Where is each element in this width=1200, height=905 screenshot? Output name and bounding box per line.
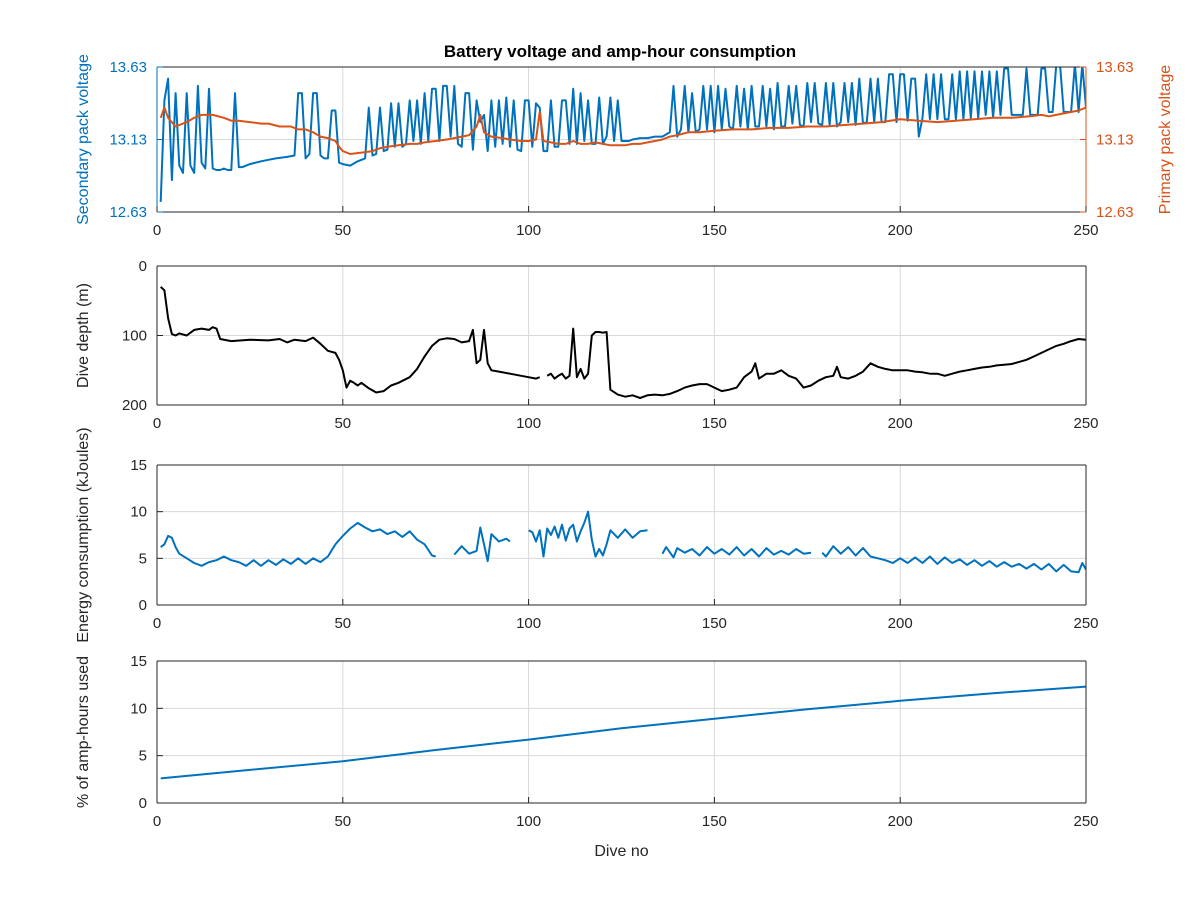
series-line-1-segment-1 bbox=[160, 521, 436, 567]
y-tick-label: 0 bbox=[139, 258, 147, 275]
series-line-1-segment-5 bbox=[821, 545, 1086, 574]
y-tick-label: 0 bbox=[139, 597, 147, 614]
y-tick-label: 13.63 bbox=[109, 59, 147, 76]
x-tick-label: 100 bbox=[516, 415, 541, 432]
series-line-1-segment-1 bbox=[160, 286, 541, 394]
x-tick-label: 0 bbox=[153, 615, 161, 632]
y-tick-label: 10 bbox=[130, 700, 147, 717]
x-axis-label: Dive no bbox=[594, 843, 648, 860]
y-tick-label: 5 bbox=[139, 550, 147, 567]
x-tick-label: 250 bbox=[1073, 813, 1098, 830]
series-line-2-segment-1 bbox=[159, 106, 1086, 155]
x-tick-label: 0 bbox=[153, 415, 161, 432]
x-tick-label: 50 bbox=[334, 813, 351, 830]
y-tick-label: 100 bbox=[122, 328, 147, 345]
figure-title: Battery voltage and amp-hour consumption bbox=[444, 42, 796, 61]
y-axis-label: % of amp-hours used bbox=[75, 656, 92, 808]
x-tick-label: 150 bbox=[702, 222, 727, 239]
x-tick-label: 100 bbox=[516, 222, 541, 239]
chart-panel-2: 0 50 100 150 200 250 0 100 200 Dive depth (m) bbox=[75, 258, 1099, 432]
y-right-tick-label: 13.13 bbox=[1096, 132, 1134, 149]
y-tick-label: 13.13 bbox=[109, 132, 147, 149]
y-tick-label: 5 bbox=[139, 748, 147, 765]
y-tick-label: 15 bbox=[130, 653, 147, 670]
y-tick-label: 0 bbox=[139, 795, 147, 812]
x-tick-label: 200 bbox=[888, 813, 913, 830]
y-axis-label: Energy consumption (kJoules) bbox=[75, 427, 92, 642]
x-tick-label: 150 bbox=[702, 615, 727, 632]
y-tick-label: 200 bbox=[122, 397, 147, 414]
y-right-tick-label: 13.63 bbox=[1096, 59, 1134, 76]
x-tick-label: 150 bbox=[702, 415, 727, 432]
series-line-1-segment-2 bbox=[453, 526, 511, 563]
y-tick-label: 15 bbox=[130, 457, 147, 474]
x-tick-label: 0 bbox=[153, 222, 161, 239]
y-axis-label: Secondary pack voltage bbox=[75, 54, 92, 225]
x-tick-label: 200 bbox=[888, 222, 913, 239]
x-tick-label: 50 bbox=[334, 415, 351, 432]
x-tick-label: 50 bbox=[334, 615, 351, 632]
x-tick-label: 0 bbox=[153, 813, 161, 830]
series-line-1-segment-1 bbox=[160, 685, 1086, 780]
x-tick-label: 250 bbox=[1073, 415, 1098, 432]
x-tick-label: 100 bbox=[516, 813, 541, 830]
series-line-1-segment-2 bbox=[546, 327, 1086, 399]
x-tick-label: 50 bbox=[334, 222, 351, 239]
y-tick-label: 10 bbox=[130, 504, 147, 521]
series-line-1-segment-1 bbox=[159, 67, 1086, 202]
x-tick-label: 200 bbox=[888, 415, 913, 432]
y-right-tick-label: 12.63 bbox=[1096, 204, 1134, 221]
y-axis-label: Dive depth (m) bbox=[75, 283, 92, 388]
series-line-1-segment-4 bbox=[661, 546, 812, 559]
x-tick-label: 150 bbox=[702, 813, 727, 830]
series-line-1-segment-3 bbox=[528, 510, 648, 558]
y-tick-label: 12.63 bbox=[109, 204, 147, 221]
x-tick-label: 250 bbox=[1073, 222, 1098, 239]
chart-panel-3: 0 50 100 150 200 250 0 5 10 15 Energy consumption … bbox=[75, 427, 1099, 642]
x-tick-label: 250 bbox=[1073, 615, 1098, 632]
x-tick-label: 100 bbox=[516, 615, 541, 632]
plot-area bbox=[157, 661, 1086, 803]
chart-panel-4: 0 50 100 150 200 250 0 5 10 15 % of amp-hours used… bbox=[75, 653, 1099, 860]
x-tick-label: 200 bbox=[888, 615, 913, 632]
chart-panel-1: 0 50 100 150 200 25012.6313.1313.6312.6313.13… bbox=[75, 54, 1174, 239]
y-axis-right-label: Primary pack voltage bbox=[1157, 65, 1174, 214]
